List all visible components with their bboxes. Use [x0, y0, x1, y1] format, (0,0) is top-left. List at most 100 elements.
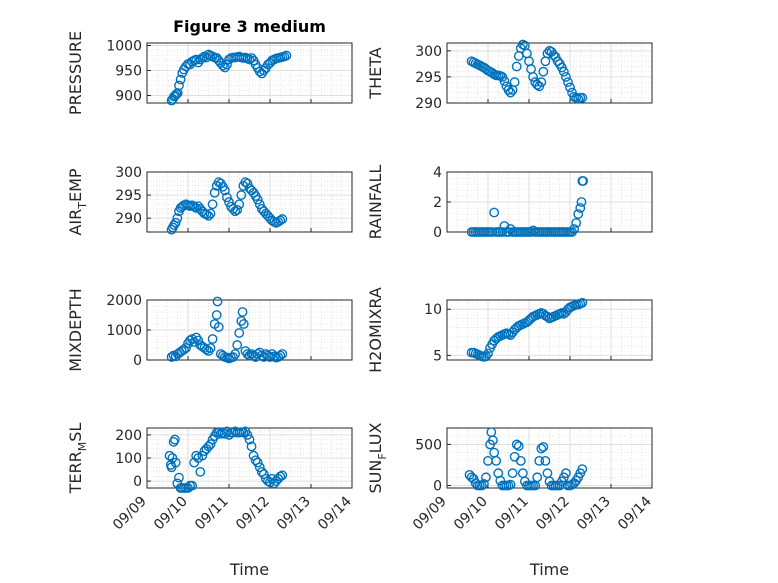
- y-tick-label: 5: [433, 348, 442, 364]
- y-axis-label-subscript: M: [76, 442, 89, 452]
- data-point: [578, 176, 589, 186]
- data-point: [250, 455, 261, 466]
- data-point: [164, 450, 175, 461]
- data-point: [513, 441, 524, 451]
- subplot-h2omixra: 5 10 H2OMIXRA: [366, 287, 653, 373]
- data-point: [174, 80, 184, 91]
- data-point: [189, 201, 200, 212]
- y-axis-label-subscript: F: [376, 453, 389, 459]
- x-axis-label: Time: [229, 560, 269, 579]
- y-tick-label: 2: [433, 195, 442, 211]
- data-point: [532, 472, 543, 483]
- data-point: [174, 472, 184, 483]
- data-point: [187, 480, 198, 491]
- data-point: [191, 450, 202, 461]
- y-tick-label: 900: [115, 89, 142, 105]
- data-point: [481, 351, 491, 362]
- data-point: [277, 214, 288, 224]
- y-tick-label: 0: [133, 474, 142, 490]
- x-tick-label: 09/11: [192, 494, 232, 534]
- data-point: [281, 50, 292, 61]
- data-point: [577, 464, 588, 474]
- data-point: [577, 92, 588, 103]
- data-point: [275, 215, 286, 226]
- y-axis-label-suffix: EMP: [66, 168, 85, 202]
- data-point: [258, 469, 269, 480]
- data-point: [170, 217, 181, 228]
- subplot-rainfall: 0 2 4 RAINFALL: [366, 165, 653, 241]
- data-point: [254, 462, 265, 473]
- y-axis-label-main: PRESSURE: [66, 31, 85, 115]
- data-point: [489, 207, 500, 218]
- data-point: [195, 466, 206, 477]
- y-axis-label-main: TERR: [66, 451, 85, 494]
- y-tick-label: 0: [133, 353, 142, 369]
- data-point: [236, 316, 247, 326]
- y-axis-label-main: RAINFALL: [366, 165, 385, 240]
- data-point: [217, 60, 228, 71]
- data-point: [565, 82, 575, 93]
- x-tick-label: 09/09: [110, 494, 150, 534]
- data-point: [505, 479, 516, 490]
- subplot-terr-msl: 0 100 200 09/09 09/10 09/11 09/12 09/13 09/14 TER…: [66, 423, 355, 579]
- x-tick-label: 09/09: [410, 494, 450, 534]
- x-tick-label: 09/13: [574, 494, 614, 534]
- data-point: [540, 455, 551, 466]
- y-axis-label-main: SUN: [366, 460, 385, 494]
- data-point: [538, 66, 549, 77]
- data-point: [499, 76, 510, 86]
- y-tick-label: 950: [115, 64, 142, 80]
- y-tick-label: 295: [415, 70, 442, 86]
- y-tick-label: 1000: [106, 39, 142, 55]
- y-tick-label: 300: [115, 165, 142, 181]
- y-tick-label: 290: [415, 96, 442, 112]
- y-axis-label: RAINFALL: [366, 165, 385, 240]
- y-axis-label: TERRMSL: [66, 423, 89, 495]
- data-point: [536, 443, 547, 454]
- data-point: [197, 450, 208, 461]
- data-point: [538, 442, 549, 452]
- data-point: [275, 471, 286, 482]
- data-point: [170, 457, 181, 468]
- subplot-theta: 290 295 300 THETA: [366, 39, 653, 112]
- data-point: [244, 434, 255, 445]
- y-axis-label-main: AIR: [66, 209, 85, 236]
- data-point: [561, 72, 571, 82]
- data-point: [237, 307, 248, 317]
- y-tick-label: 2000: [106, 293, 142, 309]
- data-point: [207, 334, 218, 344]
- data-point: [212, 296, 223, 307]
- data-point: [166, 352, 177, 362]
- data-point: [170, 90, 181, 101]
- data-point: [222, 192, 232, 203]
- data-point: [205, 439, 216, 450]
- data-point: [254, 199, 265, 210]
- data-point: [234, 199, 245, 210]
- data-point: [491, 455, 502, 466]
- data-point: [172, 213, 183, 224]
- data-point: [230, 206, 241, 217]
- data-point: [256, 466, 267, 477]
- y-axis-label-suffix: LUX: [366, 422, 385, 453]
- y-axis-label-main: MIXDEPTH: [66, 288, 85, 371]
- data-point: [507, 468, 518, 479]
- y-axis-label: H2OMIXRA: [366, 287, 385, 373]
- data-point: [561, 468, 571, 479]
- subplot-air-temp: 290 295 300 AIRTEMP: [66, 165, 353, 236]
- data-point: [205, 208, 216, 219]
- data-point: [189, 337, 200, 347]
- data-point: [244, 54, 255, 65]
- data-point: [483, 348, 493, 359]
- data-point: [252, 457, 263, 468]
- y-axis-label-subscript: T: [76, 202, 89, 210]
- data-point: [171, 89, 182, 99]
- x-axis-label: Time: [529, 560, 569, 579]
- data-point: [275, 350, 286, 361]
- x-tick-label: 09/14: [315, 493, 355, 533]
- y-tick-label: 290: [115, 211, 142, 227]
- data-point: [481, 472, 491, 483]
- subplot-pressure: 900 950 1000 PRESSURE Figure 3 medium: [66, 17, 353, 115]
- y-tick-label: 0: [433, 479, 442, 495]
- data-point: [252, 194, 263, 205]
